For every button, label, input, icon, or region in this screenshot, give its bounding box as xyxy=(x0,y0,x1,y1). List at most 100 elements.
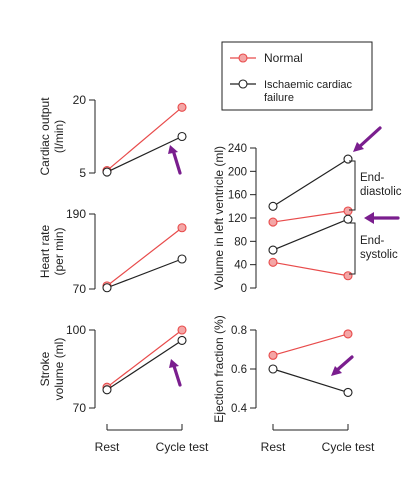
panel-ejection-fraction: 0.4 0.6 0.8 Ejection fraction (%) Rest Cycle … xyxy=(212,315,375,454)
lv-volume-series-0-line xyxy=(272,210,349,223)
stroke-volume-series-1-line xyxy=(106,339,183,391)
ejection-fraction-ytick-label-2: 0.8 xyxy=(231,325,247,337)
stroke-volume-series-0-line xyxy=(106,329,183,388)
lv-volume-series-2-point-1 xyxy=(343,154,353,164)
cardiac-output-series-0-line xyxy=(106,106,183,172)
lv-volume-series-0-point-1 xyxy=(343,206,353,216)
heart-rate-ytick-label-1: 190 xyxy=(66,207,86,221)
ejection-fraction-series-0-point-0 xyxy=(268,350,278,360)
heart-rate-series-1-point-0 xyxy=(102,283,112,293)
cardiac-output-series-1-point-0 xyxy=(102,167,112,177)
cardiac-output-ytick-label-1: 20 xyxy=(73,93,87,107)
arrow-ejection-fraction-head xyxy=(331,366,342,376)
lv-volume-series-3-point-0 xyxy=(268,245,278,255)
arrow-lv-normal-head xyxy=(364,212,374,224)
cardiac-output-ylabel-line-1: (l/min) xyxy=(52,120,66,153)
legend-label-normal: Normal xyxy=(264,51,303,65)
ejection-fraction-ytick-label-1: 0.6 xyxy=(231,364,247,376)
stroke-volume-xtick-label-0: Rest xyxy=(95,440,120,454)
legend-label-ischaemic-line1: Ischaemic cardiac xyxy=(264,79,353,91)
lv-volume-ylabel: Volume in left ventricle (ml) xyxy=(212,146,226,290)
lv-volume-series-1-point-0 xyxy=(268,257,278,267)
label-end-systolic-line2: systolic xyxy=(360,249,398,261)
heart-rate-series-0-line xyxy=(106,227,183,287)
stroke-volume-series-1-point-0 xyxy=(102,385,112,395)
heart-rate-series-0-point-1 xyxy=(177,223,187,233)
lv-annotations: End-diastolic End-systolic xyxy=(349,160,402,275)
arrow-lv-diastolic-head xyxy=(353,142,364,152)
ejection-fraction-xtick-label-0: Rest xyxy=(261,440,286,454)
heart-rate-ylabel-line-1: (per min) xyxy=(52,227,66,275)
heart-rate-series-1-point-1 xyxy=(177,254,187,264)
ejection-fraction-ylabel: Ejection fraction (%) xyxy=(212,315,226,422)
lv-volume-ytick-label-3: 120 xyxy=(228,213,247,225)
panel-cardiac-output: 5 20 Cardiac output(l/min) xyxy=(38,93,187,180)
stroke-volume-ylabel-line-1: volume (ml) xyxy=(52,338,66,401)
brace-end-systolic xyxy=(349,222,356,275)
arrow-cardiac-output-head xyxy=(168,145,178,154)
arrow-stroke-volume-head xyxy=(169,359,179,368)
stroke-volume-ytick-label-1: 100 xyxy=(66,323,86,337)
cardiac-output-series-0-point-1 xyxy=(177,102,187,112)
arrow-ejection-fraction xyxy=(334,355,354,373)
lv-volume-series-1-point-1 xyxy=(343,271,353,281)
stroke-volume-ytick-label-0: 70 xyxy=(73,401,87,415)
cardiac-output-ylabel-line-0: Cardiac output xyxy=(38,97,52,176)
legend-box xyxy=(221,41,373,111)
heart-rate-ylabel-line-0: Heart rate xyxy=(38,224,52,278)
legend: Normal Ischaemic cardiac failure xyxy=(221,41,373,111)
stroke-volume-xtick-label-1: Cycle test xyxy=(156,440,209,454)
ejection-fraction-series-0-point-1 xyxy=(343,329,353,339)
label-end-diastolic-line2: diastolic xyxy=(360,186,402,198)
stroke-volume-ylabel-line-0: Stroke xyxy=(38,351,52,386)
ejection-fraction-series-1-point-1 xyxy=(343,387,353,397)
lv-volume-ytick-label-4: 160 xyxy=(228,190,247,202)
label-end-systolic: End-systolic xyxy=(360,235,398,261)
legend-marker-normal xyxy=(238,53,248,63)
lv-volume-ytick-label-5: 200 xyxy=(228,166,247,178)
legend-label-ischaemic-line2: failure xyxy=(264,92,294,104)
lv-volume-series-3-point-1 xyxy=(343,214,353,224)
cardiac-output-series-1-line xyxy=(106,135,183,173)
ejection-fraction-series-0-line xyxy=(272,333,349,356)
label-end-systolic-line1: End- xyxy=(360,235,384,247)
cardiac-output-ytick-label-0: 5 xyxy=(79,166,86,180)
lv-volume-series-3-line xyxy=(272,218,349,251)
ejection-fraction-series-1-line xyxy=(272,368,349,393)
ejection-fraction-xtick-label-1: Cycle test xyxy=(322,440,375,454)
arrow-cardiac-output xyxy=(171,148,182,175)
brace-end-diastolic xyxy=(349,160,356,211)
ejection-fraction-ylabel-line-0: Ejection fraction (%) xyxy=(212,315,226,422)
lv-volume-ytick-label-6: 240 xyxy=(228,143,247,155)
cardiac-output-series-1-point-1 xyxy=(177,131,187,142)
stroke-volume-ylabel: Strokevolume (ml) xyxy=(38,338,66,401)
arrows xyxy=(168,126,400,387)
ejection-fraction-series-1-point-0 xyxy=(268,364,278,374)
arrow-lv-diastolic xyxy=(356,126,382,150)
lv-volume-series-1-line xyxy=(272,261,349,277)
arrow-stroke-volume xyxy=(172,364,182,387)
heart-rate-ylabel: Heart rate(per min) xyxy=(38,224,66,278)
lv-volume-ylabel-line-0: Volume in left ventricle (ml) xyxy=(212,146,226,290)
lv-volume-series-0-point-0 xyxy=(268,217,278,227)
stroke-volume-series-0-point-1 xyxy=(177,325,187,335)
lv-volume-series-2-point-0 xyxy=(268,201,278,211)
lv-volume-ytick-label-0: 0 xyxy=(241,283,247,295)
lv-volume-ytick-label-2: 80 xyxy=(234,236,247,248)
ejection-fraction-ytick-label-0: 0.4 xyxy=(231,403,248,415)
heart-rate-ytick-label-0: 70 xyxy=(73,282,87,296)
label-end-diastolic: End-diastolic xyxy=(360,172,402,198)
label-end-diastolic-line1: End- xyxy=(360,172,384,184)
lv-volume-series-2-line xyxy=(272,158,349,207)
heart-rate-series-1-line xyxy=(106,258,183,289)
legend-label-ischaemic: Ischaemic cardiac failure xyxy=(264,79,353,104)
stroke-volume-series-1-point-1 xyxy=(177,335,187,345)
lv-volume-ytick-label-1: 40 xyxy=(234,260,247,272)
cardiac-output-ylabel: Cardiac output(l/min) xyxy=(38,97,66,176)
legend-marker-ischaemic xyxy=(238,79,248,89)
